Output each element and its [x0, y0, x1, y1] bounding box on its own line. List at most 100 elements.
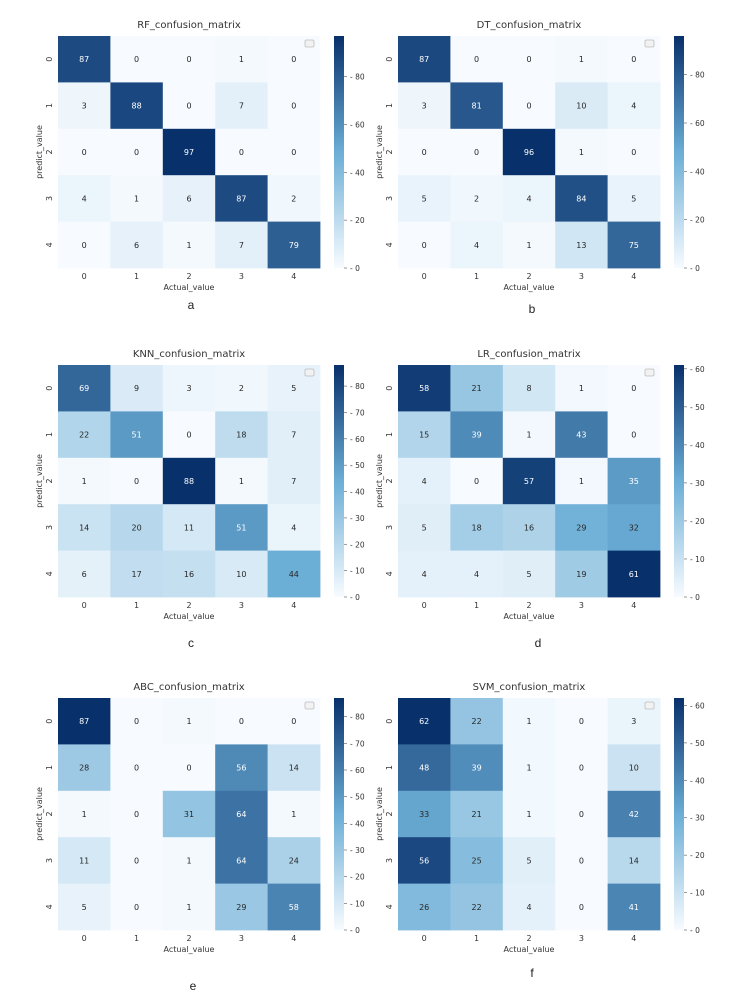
cell-value-label: 0	[82, 148, 87, 157]
heatmap-cell	[267, 504, 321, 551]
cell-value-label: 0	[239, 717, 244, 726]
cell-value-label: 0	[186, 55, 191, 64]
heatmap-cells	[398, 36, 661, 269]
colorbar-tick-label: - 80	[350, 382, 365, 391]
heatmap-cell	[162, 128, 216, 176]
heatmap-cell	[555, 457, 608, 505]
heatmap-cell	[607, 128, 661, 176]
heatmap-cell	[502, 411, 556, 459]
heatmap-cell	[267, 457, 321, 505]
heatmap-cell	[58, 128, 111, 176]
x-tick-label: 0	[82, 272, 87, 281]
y-tick-label: 2	[45, 149, 54, 154]
cell-value-label: 51	[132, 431, 142, 440]
panel-letter-d: d	[534, 636, 542, 650]
y-axis-label: predict_value	[35, 454, 44, 508]
cell-value-label: 0	[186, 431, 191, 440]
cell-value-label: 18	[472, 523, 482, 532]
heatmap-cell	[110, 698, 164, 745]
cell-value-label: 4	[422, 477, 427, 486]
cell-value-label: 20	[132, 523, 142, 532]
cell-value-label: 0	[134, 477, 139, 486]
colorbar-tick-label: - 20	[350, 873, 365, 882]
cell-value-label: 0	[422, 148, 427, 157]
heatmap-cell	[555, 221, 608, 269]
colorbar-tick-label: - 30	[350, 846, 365, 855]
cell-value-label: 5	[82, 903, 87, 912]
panel-svm: SVM_confusion_matrix 62 22 1 0 3 48 39 1 0 10 33 21 1…	[375, 680, 710, 955]
heatmap-cell	[450, 221, 504, 269]
cell-value-label: 5	[422, 523, 427, 532]
cell-value-label: 1	[82, 810, 87, 819]
colorbar-tick-label: - 50	[690, 403, 705, 412]
heatmap-cell	[58, 550, 111, 598]
cell-value-label: 2	[239, 384, 244, 393]
heatmap-cell	[555, 550, 608, 598]
cell-value-label: 87	[419, 55, 429, 64]
heatmap-cell	[450, 128, 504, 176]
x-tick-label: 4	[291, 601, 296, 610]
heatmap-cell	[502, 221, 556, 269]
y-tick-label: 0	[45, 57, 54, 62]
heatmap-cell	[162, 175, 216, 222]
cell-value-label: 5	[631, 194, 636, 203]
cell-value-label: 1	[186, 241, 191, 250]
x-tick-label: 1	[474, 601, 479, 610]
chart-title: ABC_confusion_matrix	[133, 682, 244, 693]
cell-value-label: 4	[474, 241, 479, 250]
cell-value-label: 6	[186, 194, 191, 203]
colorbar-tick-label: - 10	[690, 889, 705, 898]
colorbar-tick-label: - 60	[350, 766, 365, 775]
y-tick-label: 0	[45, 386, 54, 391]
x-tick-label: 4	[631, 601, 636, 610]
heatmap-cell	[502, 837, 556, 884]
cell-value-label: 32	[629, 523, 639, 532]
heatmap-cell	[398, 744, 451, 792]
cell-value-label: 1	[186, 856, 191, 865]
colorbar-tick-label: - 50	[350, 793, 365, 802]
cell-value-label: 0	[579, 810, 584, 819]
colorbar-tick-label: - 0	[350, 593, 360, 602]
colorbar-tick-label: - 80	[350, 73, 365, 82]
heatmap-cell	[215, 744, 268, 792]
cell-value-label: 0	[291, 102, 296, 111]
colorbar	[674, 698, 684, 930]
colorbar-tick-label: - 20	[690, 851, 705, 860]
y-tick-label: 0	[45, 719, 54, 724]
cell-value-label: 0	[631, 384, 636, 393]
heatmap-cell	[502, 128, 556, 176]
heatmap-cell	[450, 457, 504, 505]
cell-value-label: 7	[291, 477, 296, 486]
heatmap-cells	[398, 365, 661, 598]
cell-value-label: 5	[526, 856, 531, 865]
cell-value-label: 0	[291, 55, 296, 64]
heatmap-cell	[450, 175, 504, 222]
heatmap-cell	[58, 457, 111, 505]
heatmap-cell	[215, 698, 268, 745]
colorbar	[674, 365, 684, 597]
cell-value-label: 0	[134, 856, 139, 865]
heatmap-cell	[607, 175, 661, 222]
cell-value-label: 28	[79, 764, 89, 773]
cell-value-label: 1	[134, 194, 139, 203]
heatmap-cell	[58, 837, 111, 884]
heatmap-cell	[58, 883, 111, 931]
y-tick-label: 4	[385, 571, 394, 576]
heatmap-cell	[162, 698, 216, 745]
x-tick-label: 4	[631, 934, 636, 943]
x-tick-label: 3	[579, 601, 584, 610]
cell-value-label: 29	[236, 903, 246, 912]
colorbar-tick-label: - 40	[350, 168, 365, 177]
colorbar-tick-label: - 40	[350, 488, 365, 497]
colorbar-tick-label: - 40	[690, 441, 705, 450]
cell-value-label: 3	[631, 717, 636, 726]
cell-value-label: 3	[186, 384, 191, 393]
cell-value-label: 0	[82, 241, 87, 250]
heatmap-cell	[398, 698, 451, 745]
cell-value-label: 0	[631, 148, 636, 157]
heatmap-cell	[555, 790, 608, 838]
heatmap-cell	[502, 175, 556, 222]
